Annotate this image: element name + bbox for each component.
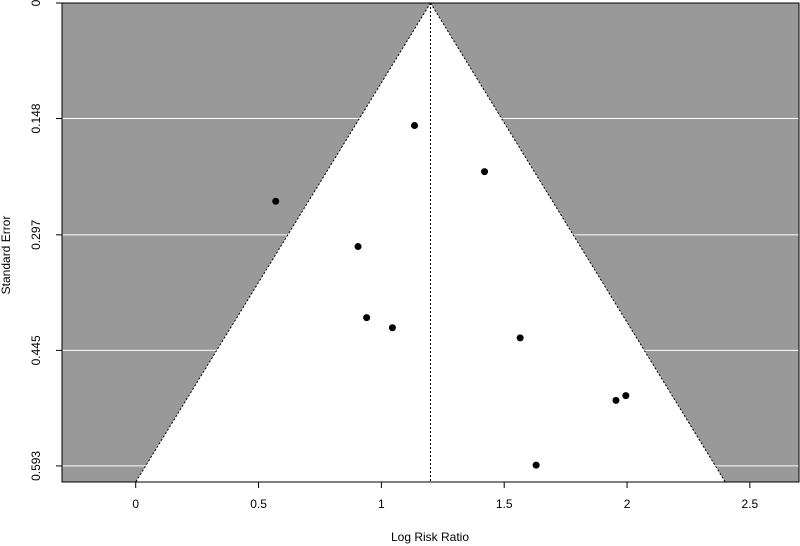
study-point [612,396,620,404]
funnel-right-bound [430,2,726,483]
y-tick-label: 0.593 [29,451,43,481]
x-tick-label: 2 [624,497,631,511]
study-point [354,243,362,251]
study-point [622,392,630,400]
y-axis-title: Standard Error [0,216,13,295]
funnel-left-bound [135,2,431,483]
study-point [516,334,524,342]
x-tick-label: 0.5 [250,497,267,511]
study-point [272,197,280,205]
plot-area [61,2,800,483]
funnel-region [135,3,726,482]
study-point [481,168,489,176]
x-tick-label: 0 [132,497,139,511]
y-tick-label: 0 [29,0,43,6]
x-tick-label: 1.5 [496,497,513,511]
y-tick-label: 0.148 [29,103,43,133]
y-axis: 0 0.148 0.297 0.445 0.593 [29,0,62,481]
x-tick-label: 2.5 [742,497,759,511]
y-tick-label: 0.445 [29,335,43,365]
plot-frame [61,2,800,483]
study-point [363,314,371,322]
study-point [388,324,396,332]
study-point [532,461,540,469]
x-axis: 0 0.5 1 1.5 2 2.5 [132,482,759,511]
y-tick-label: 0.297 [29,220,43,250]
study-point [411,122,419,130]
x-tick-label: 1 [378,497,385,511]
x-axis-title: Log Risk Ratio [391,530,469,544]
